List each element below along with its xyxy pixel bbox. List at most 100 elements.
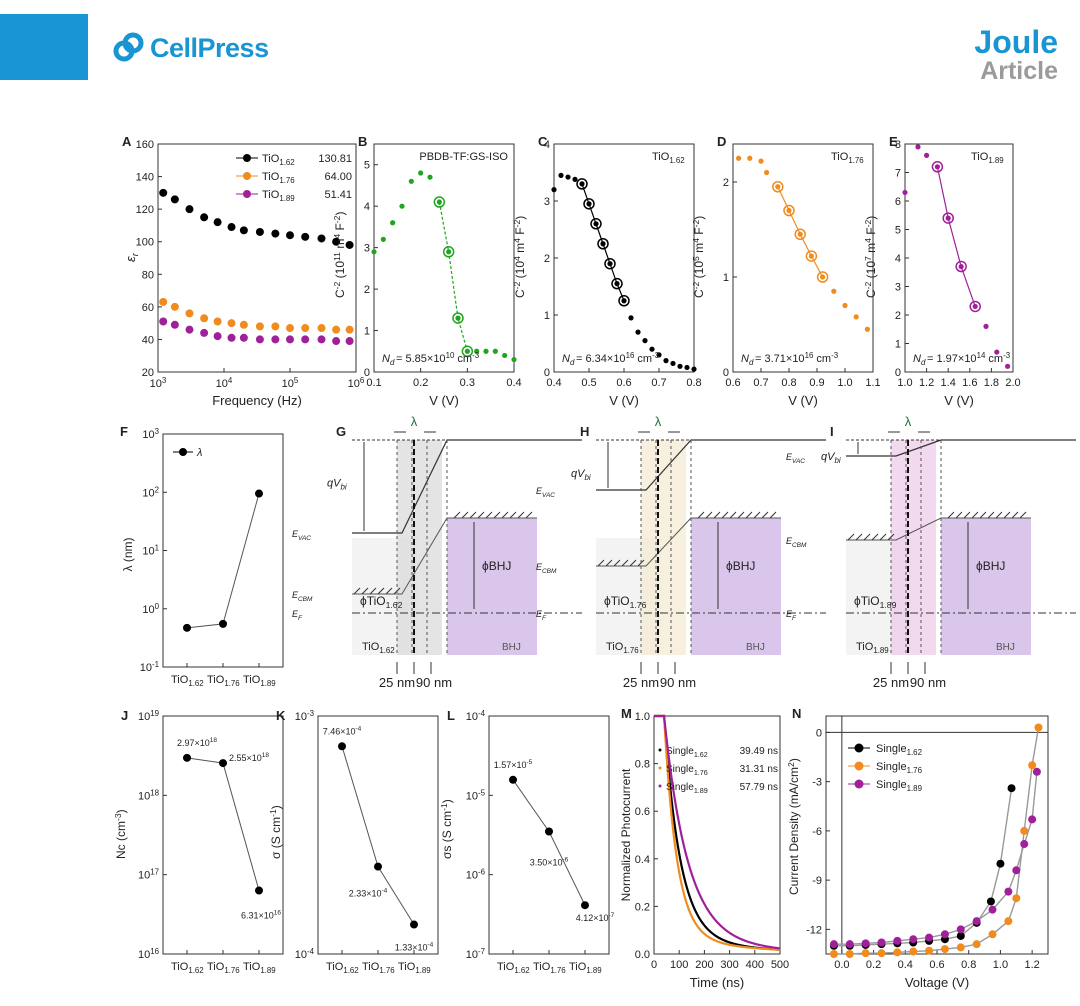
y-tick-label: 1 (723, 272, 729, 284)
publisher-logo: CellPress (112, 28, 269, 68)
legend-marker (179, 448, 187, 456)
data-point (893, 948, 902, 957)
x-tick-label: TiO1.62 (497, 961, 530, 975)
hatch (461, 511, 469, 519)
dim-left-label: 25 nm (379, 675, 415, 690)
data-point (170, 195, 179, 204)
hatch (987, 511, 995, 519)
hatch (879, 533, 887, 541)
y-tick-label: 20 (142, 367, 154, 379)
y-tick-label: 0 (723, 367, 729, 379)
data-label: 2.33×10-4 (349, 888, 388, 899)
fit-marker-dot (798, 232, 803, 237)
evac-label: EVAC (536, 486, 555, 499)
tio-region (596, 538, 661, 655)
data-point (831, 288, 837, 294)
x-axis-label: Time (ns) (690, 975, 744, 990)
data-point (301, 335, 310, 344)
bhj-layer-label: BHJ (996, 642, 1015, 653)
legend-label: TiO1.62 (262, 153, 295, 167)
data-point (390, 220, 396, 226)
data-point (455, 315, 461, 321)
data-point (988, 905, 997, 914)
fit-marker (604, 257, 616, 270)
hatch (353, 587, 361, 595)
hatch (955, 511, 963, 519)
data-point (464, 348, 470, 354)
panel-label-B: B (358, 134, 367, 149)
y-tick-label: 10-6 (466, 868, 486, 882)
data-point (572, 176, 578, 182)
data-point (747, 155, 753, 161)
panel-label-I: I (830, 424, 834, 439)
data-point (558, 172, 564, 178)
y-tick-label: 10-1 (140, 660, 160, 674)
data-point (786, 207, 792, 214)
data-point (864, 326, 871, 332)
hatch (753, 511, 761, 519)
data-point (271, 229, 280, 238)
data-point (301, 232, 310, 241)
annotation-value: = 5.85×1010 cm-3 (396, 351, 480, 365)
x-tick-label: TiO1.89 (569, 961, 602, 975)
hatch (705, 511, 713, 519)
data-label: 4.12×10-7 (576, 912, 615, 923)
jv-curve (833, 788, 1013, 947)
data-point (845, 950, 854, 958)
y-tick-label: 120 (136, 204, 154, 216)
hatch (361, 587, 369, 595)
y-axis-label: C-2 (1011 m4 F-2) (332, 212, 347, 298)
data-point (945, 215, 951, 221)
evac-line (596, 439, 826, 491)
y-tick-label: 6 (895, 196, 901, 208)
fit-marker (618, 295, 630, 307)
data-point (581, 901, 589, 910)
y-tick-label: -6 (812, 826, 822, 838)
y-tick-label: 60 (142, 302, 154, 314)
hatch (769, 511, 777, 519)
data-point (474, 348, 480, 354)
fit-marker-dot (437, 200, 442, 205)
phi-bhj-label: ϕBHJ (976, 559, 1005, 573)
fit-marker-dot (615, 281, 619, 286)
data-point (185, 205, 194, 214)
hatch (1019, 511, 1027, 519)
x-tick-label: 0.9 (809, 377, 824, 389)
hatch (737, 511, 745, 519)
decay-curve (654, 714, 781, 951)
fit-marker-dot (465, 349, 470, 354)
fit-marker-dot (959, 264, 964, 269)
evac-line (846, 439, 1076, 457)
annotation-value: = 3.71×1016 cm-3 (755, 351, 839, 365)
legend-marker (243, 154, 251, 162)
y-tick-label: 101 (142, 544, 159, 558)
hatch (509, 511, 517, 519)
data-point (183, 753, 191, 762)
qvbi-label: qVbi (571, 468, 591, 482)
dim-left-label: 25 nm (623, 675, 659, 690)
data-point (845, 940, 854, 949)
legend-value: 130.81 (318, 153, 352, 165)
data-point (551, 187, 557, 193)
y-tick-label: -3 (812, 777, 822, 789)
fit-marker (461, 345, 474, 358)
fit-marker (433, 196, 446, 208)
data-point (621, 298, 627, 304)
hatch (887, 533, 895, 541)
panel-title: TiO1.89 (971, 151, 1004, 165)
bhj-layer-label: BHJ (746, 642, 765, 653)
y-tick-label: 10-3 (295, 709, 315, 723)
y-axis-label: Current Density (mA/cm2) (786, 758, 801, 895)
interface-region (641, 440, 686, 655)
data-point (239, 320, 248, 329)
data-point (317, 234, 326, 243)
x-tick-label: 105 (282, 376, 299, 390)
data-point (956, 931, 965, 940)
y-tick-label: 40 (142, 334, 154, 346)
x-tick-label: TiO1.76 (207, 961, 240, 975)
hatch (525, 511, 533, 519)
x-tick-label: 500 (771, 959, 789, 971)
series-line (186, 493, 260, 629)
data-point (691, 366, 697, 372)
x-tick-label: 0.8 (781, 377, 796, 389)
